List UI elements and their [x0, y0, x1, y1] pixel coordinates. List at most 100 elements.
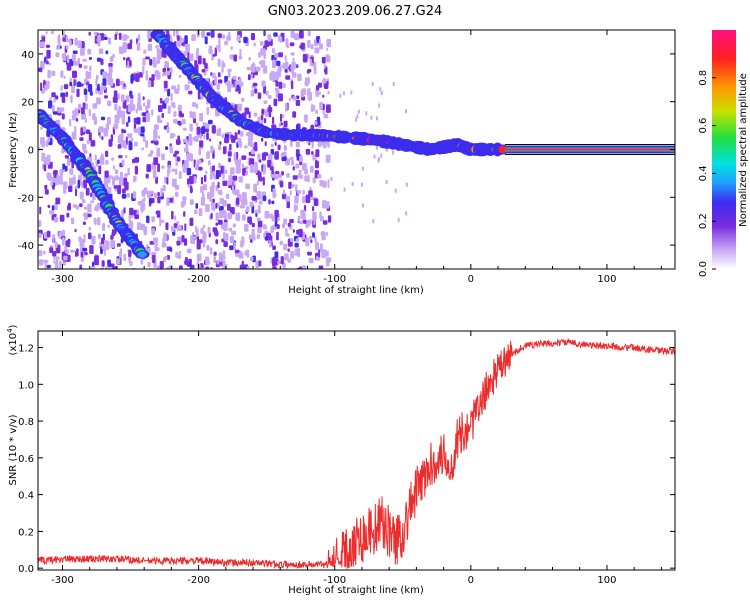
spectrogram-cell	[86, 139, 90, 144]
spectrogram-cell	[153, 157, 159, 165]
spectrogram-cell	[244, 250, 248, 256]
spectrogram-cell	[357, 109, 360, 114]
spectrogram-cell	[167, 88, 171, 97]
spectrogram-cell	[238, 86, 241, 94]
spectrogram-cell	[167, 76, 171, 80]
spectrogram-cell	[77, 40, 82, 49]
spectrogram-cell	[188, 90, 193, 95]
spectrogram-cell	[64, 245, 68, 253]
spectrogram-cell	[217, 219, 223, 225]
spectrogram-cell	[206, 132, 209, 140]
spectrogram-cell	[250, 89, 255, 97]
spectrogram-cell	[184, 223, 187, 231]
spectrogram-cell	[71, 131, 77, 140]
spectrogram-cell	[360, 182, 363, 187]
spectrogram-cell	[162, 72, 166, 77]
spectrogram-cell	[323, 113, 329, 119]
spectrogram-cell	[257, 92, 262, 99]
spectrogram-cell	[140, 133, 145, 137]
spectrogram-cell	[280, 113, 283, 122]
spectrogram-cell	[201, 69, 206, 73]
spectrogram-cell	[229, 143, 232, 151]
spectrogram-cell	[66, 54, 70, 64]
spectrogram-cell	[90, 140, 96, 147]
spectrogram-cell	[81, 199, 86, 204]
spectrogram-cell	[83, 206, 88, 210]
spectrogram-cell	[139, 105, 143, 111]
spectrogram-cell	[272, 245, 276, 250]
snr-y-tick-label: 0.2	[18, 527, 34, 538]
spectrogram-cell	[227, 179, 230, 183]
spectrogram-cell	[211, 206, 216, 211]
spectrogram-cell	[239, 140, 243, 148]
spectrogram-cell	[165, 146, 169, 150]
spectrogram-cell	[175, 162, 179, 166]
spectrogram-cell	[81, 245, 84, 249]
spectrogram-cell	[174, 88, 180, 94]
spectrogram-cell	[205, 204, 210, 213]
spectrogram-cell	[205, 170, 208, 175]
spectrogram-cell	[129, 60, 132, 67]
spectrogram-cell	[263, 164, 267, 172]
spectrogram-cell	[147, 99, 151, 109]
spectrogram-cell	[380, 91, 383, 96]
spectrogram-cell	[249, 201, 254, 207]
spectrogram-cell	[260, 114, 264, 121]
spectrogram-cell	[54, 202, 58, 211]
spectrogram-cell	[96, 57, 102, 62]
spectrogram-cell	[55, 197, 61, 205]
spectrogram-cell	[84, 95, 88, 102]
spectrogram-cell	[292, 175, 298, 180]
spectrogram-cell	[96, 97, 101, 105]
spectrogram-cell	[218, 254, 223, 262]
spectrogram-cell	[235, 253, 240, 258]
spectrogram-cell	[281, 114, 285, 118]
spectrogram-cell	[89, 91, 93, 96]
spectrogram-cell	[296, 229, 299, 235]
spectrogram-cell	[372, 219, 375, 224]
spectrogram-cell	[61, 95, 66, 103]
spectrogram-cell	[109, 72, 113, 78]
spectrogram-cell	[145, 140, 148, 148]
spectrogram-cell	[221, 60, 224, 64]
spectrogram-cell	[161, 242, 167, 248]
snr-x-axis-label: Height of straight line (km)	[288, 585, 424, 596]
spectrogram-cell	[78, 236, 82, 243]
spectrogram-cell	[235, 165, 241, 174]
spectrogram-cell	[92, 113, 96, 121]
spectrogram-cell	[309, 186, 312, 191]
spectrogram-cell	[108, 266, 113, 269]
spectrogram-cell	[159, 261, 164, 269]
spectrogram-cell	[202, 184, 207, 191]
spectrogram-cell	[108, 62, 113, 68]
spectrogram-cell	[235, 212, 241, 221]
spectrogram-cell	[126, 35, 130, 39]
spectrogram-cell	[365, 111, 368, 116]
spectrogram-cell	[173, 223, 178, 229]
spectrogram-cell	[310, 62, 314, 67]
spectrogram-cell	[276, 260, 282, 265]
snr-y-tick-label: 1.0	[18, 380, 34, 391]
spectrogram-cell	[76, 82, 82, 87]
spectrogram-cell	[241, 260, 244, 269]
spectrogram-cell	[195, 122, 199, 126]
spectrogram-cell	[248, 57, 251, 61]
spectrogram-cell	[265, 90, 269, 96]
spectrogram-cell	[137, 34, 141, 41]
spectrogram-cell	[56, 46, 60, 50]
spectrogram-cell	[125, 95, 130, 103]
spectrogram-cell	[88, 132, 92, 141]
spectrogram-cell	[325, 154, 331, 163]
spectrogram-cell	[193, 117, 196, 124]
spectrogram-cell	[262, 195, 267, 202]
spectrogram-cell	[228, 227, 233, 232]
spectrogram-cell	[254, 210, 259, 214]
spectrogram-cell	[259, 60, 264, 65]
spectrogram-cell	[240, 240, 244, 248]
spectrogram-cell	[311, 140, 314, 149]
spectrogram-cell	[118, 32, 122, 40]
spectrogram-cell	[140, 259, 144, 265]
spectrogram-cell	[161, 165, 165, 169]
spectrogram-cell	[277, 93, 283, 102]
spectrogram-cell	[274, 72, 279, 81]
